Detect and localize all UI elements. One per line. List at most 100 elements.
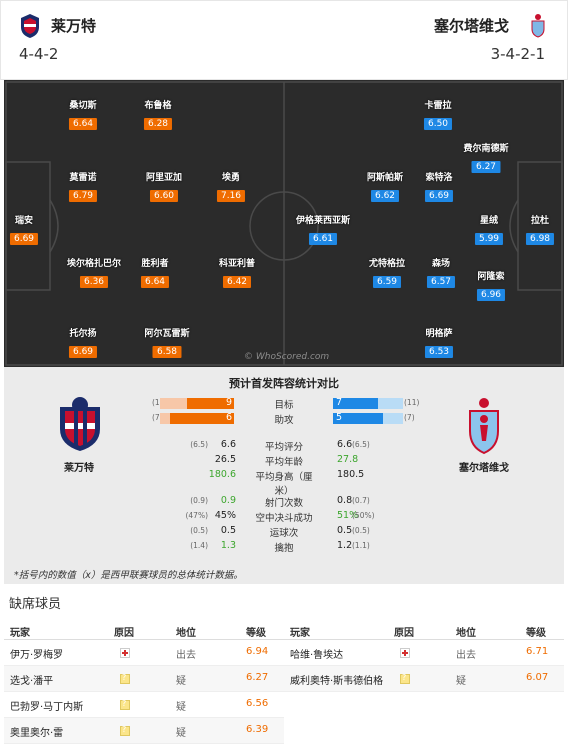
player-rating-badge: 6.27 xyxy=(471,161,501,173)
player-name[interactable]: 桑切斯 xyxy=(69,101,97,111)
match-header: 莱万特 4-4-2 塞尔塔维戈 3-4-2-1 xyxy=(0,0,568,80)
away-player[interactable]: 尤特格拉 6.59 xyxy=(369,256,405,288)
home-player[interactable]: 胜利者 6.64 xyxy=(140,256,170,288)
player-name[interactable]: 卡雷拉 xyxy=(424,101,452,111)
home-team-name[interactable]: 莱万特 xyxy=(51,17,97,35)
away-player[interactable]: 费尔南德斯 6.27 xyxy=(463,141,509,173)
player-name[interactable]: 托尔扬 xyxy=(69,329,97,339)
home-player[interactable]: 托尔扬 6.69 xyxy=(68,326,98,358)
player-rating-badge: 7.16 xyxy=(216,190,246,202)
player-name[interactable]: 星绒 xyxy=(479,216,499,226)
home-player[interactable]: 桑切斯 6.64 xyxy=(68,98,98,130)
player-rating-badge: 5.99 xyxy=(474,233,504,245)
missing-player-name[interactable]: 奥里奥尔·雷 xyxy=(10,728,64,739)
red-cross-icon xyxy=(120,648,130,658)
missing-player-name[interactable]: 哈维·鲁埃达 xyxy=(290,650,344,661)
levante-big-crest-icon xyxy=(60,397,100,451)
stat-row: (0.5) 0.5 运球次 0.5 (0.5) xyxy=(4,525,564,539)
home-league-value: (14) xyxy=(152,398,167,407)
away-value: 51% xyxy=(337,510,359,521)
player-rating-badge: 6.98 xyxy=(525,233,555,245)
away-value: 27.8 xyxy=(337,454,359,465)
player-name[interactable]: 布鲁格 xyxy=(144,101,172,111)
home-player[interactable]: 阿尔瓦雷斯 6.58 xyxy=(144,326,190,358)
player-name[interactable]: 尤特格拉 xyxy=(368,259,406,269)
col-rating: 等级 xyxy=(526,628,546,639)
player-name[interactable]: 伊格莱西亚斯 xyxy=(295,216,351,226)
player-name[interactable]: 阿里亚加 xyxy=(145,173,183,183)
player-name[interactable]: 拉杜 xyxy=(530,216,550,226)
home-missing-table: 玩家 原因 地位 等级 伊万·罗梅罗出去6.94选戈·潘平疑6.27巴勃罗·马丁… xyxy=(4,620,284,744)
player-name[interactable]: 阿尔瓦雷斯 xyxy=(144,329,190,339)
home-player[interactable]: 科亚利普 6.42 xyxy=(219,256,255,288)
away-team-name[interactable]: 塞尔塔维戈 xyxy=(433,17,509,35)
missing-player-name[interactable]: 选戈·潘平 xyxy=(10,676,54,687)
missing-player-name[interactable]: 巴勃罗·马丁内斯 xyxy=(10,702,84,713)
player-rating-badge: 6.69 xyxy=(68,346,98,358)
player-name[interactable]: 明格萨 xyxy=(425,329,453,339)
stat-label: 空中决斗成功 xyxy=(255,513,313,524)
player-rating-badge: 6.61 xyxy=(308,233,338,245)
player-name[interactable]: 埃勇 xyxy=(221,173,241,183)
home-player[interactable]: 莫雷诺 6.79 xyxy=(68,170,98,202)
player-name[interactable]: 费尔南德斯 xyxy=(463,144,509,154)
home-value: 0.9 xyxy=(220,495,236,506)
away-formation: 3-4-2-1 xyxy=(490,45,545,63)
away-player[interactable]: 卡雷拉 6.50 xyxy=(423,98,453,130)
missing-status: 疑 xyxy=(176,676,186,687)
table-row[interactable]: 威利奥特·斯韦德伯格 疑 6.07 xyxy=(284,666,564,692)
player-name[interactable]: 阿隆索 xyxy=(477,272,505,282)
missing-player-name[interactable]: 威利奥特·斯韦德伯格 xyxy=(290,676,384,687)
table-row[interactable]: 奥里奥尔·雷 疑 6.39 xyxy=(4,718,284,744)
away-player[interactable]: 阿斯帕斯 6.62 xyxy=(367,170,403,202)
missing-status: 疑 xyxy=(456,676,466,687)
player-rating-badge: 6.28 xyxy=(143,118,173,130)
table-row[interactable]: 哈维·鲁埃达 出去 6.71 xyxy=(284,640,564,666)
home-league-value: (0.5) xyxy=(190,526,208,535)
player-rating-badge: 6.57 xyxy=(426,276,456,288)
player-name[interactable]: 索特洛 xyxy=(425,173,453,183)
home-player[interactable]: 埃尔格扎巴尔 6.36 xyxy=(67,256,121,288)
table-row[interactable]: 选戈·潘平 疑 6.27 xyxy=(4,666,284,692)
missing-status: 疑 xyxy=(176,702,186,713)
player-name[interactable]: 埃尔格扎巴尔 xyxy=(66,259,122,269)
home-value: 6.6 xyxy=(220,439,236,450)
player-name[interactable]: 莫雷诺 xyxy=(69,173,97,183)
away-player[interactable]: 伊格莱西亚斯 6.61 xyxy=(296,213,350,245)
missing-rating: 6.27 xyxy=(246,672,269,683)
away-player[interactable]: 索特洛 6.69 xyxy=(424,170,454,202)
away-value: 180.5 xyxy=(337,469,365,480)
home-value: 45% xyxy=(214,510,236,521)
stat-label: 目标 xyxy=(274,400,294,411)
away-player[interactable]: 阿隆索 6.96 xyxy=(476,269,506,301)
player-rating-badge: 6.53 xyxy=(424,346,454,358)
col-player: 玩家 xyxy=(10,628,30,639)
away-value: 0.5 xyxy=(337,525,353,536)
away-league-value: (11) xyxy=(404,398,420,407)
missing-player-name[interactable]: 伊万·罗梅罗 xyxy=(10,650,64,661)
away-player[interactable]: 明格萨 6.53 xyxy=(424,326,454,358)
player-rating-badge: 6.59 xyxy=(372,276,402,288)
stat-label: 助攻 xyxy=(274,415,294,426)
player-name[interactable]: 科亚利普 xyxy=(218,259,256,269)
away-player[interactable]: 拉杜 6.98 xyxy=(525,213,555,245)
table-row[interactable]: 伊万·罗梅罗 出去 6.94 xyxy=(4,640,284,666)
home-player[interactable]: 布鲁格 6.28 xyxy=(143,98,173,130)
home-player[interactable]: 瑞安 6.69 xyxy=(9,213,39,245)
bar-row: (7) 6 助攻 5 (7) xyxy=(4,412,564,426)
player-name[interactable]: 阿斯帕斯 xyxy=(366,173,404,183)
home-player[interactable]: 阿里亚加 6.60 xyxy=(146,170,182,202)
player-name[interactable]: 森场 xyxy=(431,259,451,269)
watermark: © WhoScored.com xyxy=(244,352,330,362)
away-player[interactable]: 星绒 5.99 xyxy=(474,213,504,245)
stats-footnote: *括号内的数值（x）是西甲联赛球员的总体统计数据。 xyxy=(14,570,243,581)
away-player[interactable]: 森场 6.57 xyxy=(426,256,456,288)
home-player[interactable]: 埃勇 7.16 xyxy=(216,170,246,202)
table-row[interactable]: 巴勃罗·马丁内斯 疑 6.56 xyxy=(4,692,284,718)
col-status: 地位 xyxy=(456,628,476,639)
doubtful-icon xyxy=(120,673,130,684)
home-value: 0.5 xyxy=(220,525,236,536)
player-name[interactable]: 瑞安 xyxy=(14,216,34,226)
player-name[interactable]: 胜利者 xyxy=(141,259,169,269)
home-league-value: (47%) xyxy=(185,511,208,520)
